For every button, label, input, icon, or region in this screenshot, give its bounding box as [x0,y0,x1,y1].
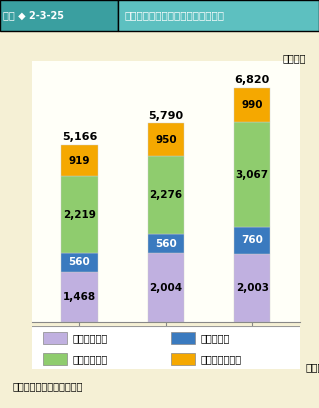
Bar [148,234,184,253]
Text: （億円）: （億円） [283,53,306,63]
Text: 560: 560 [69,257,90,267]
Text: 760: 760 [241,235,263,246]
Bar [61,272,98,322]
Text: （年度）: （年度） [306,362,319,372]
FancyBboxPatch shape [0,0,118,31]
Text: 5,790: 5,790 [148,111,183,121]
Bar [148,123,184,156]
Bar [61,145,98,176]
Bar [234,88,271,122]
Text: 560: 560 [155,239,177,249]
Bar [234,227,271,253]
Text: 2,276: 2,276 [149,190,182,200]
Text: 2,219: 2,219 [63,210,96,220]
Text: 財政融資資金: 財政融資資金 [72,354,108,364]
Bar [171,333,195,344]
Text: 1,468: 1,468 [63,292,96,302]
Text: 2,004: 2,004 [149,283,182,293]
Text: 950: 950 [155,135,177,145]
Text: 5,166: 5,166 [62,132,97,142]
Text: 6,820: 6,820 [235,75,270,85]
Text: 3,067: 3,067 [236,170,269,180]
FancyBboxPatch shape [118,0,319,31]
Bar [148,156,184,234]
Text: 2,003: 2,003 [236,283,269,293]
Bar [234,253,271,322]
Bar [43,353,67,365]
Bar [43,333,67,344]
Bar [234,122,271,227]
Text: （資料）　文部科学省調べ: （資料） 文部科学省調べ [13,381,83,392]
Text: 一般会計貸付金: 一般会計貸付金 [201,354,242,364]
Text: 図表 ◆ 2-3-25: 図表 ◆ 2-3-25 [3,10,64,20]
Bar [61,253,98,272]
Text: 返還金充当額: 返還金充当額 [72,333,108,344]
Text: 990: 990 [241,100,263,110]
Bar [171,353,195,365]
Text: 日本学生支援機構の事業規模の推移: 日本学生支援機構の事業規模の推移 [124,10,224,20]
Bar [148,253,184,322]
Bar [61,176,98,253]
Text: 919: 919 [69,155,90,166]
FancyBboxPatch shape [29,326,302,370]
Text: 財投機関債: 財投機関債 [201,333,230,344]
